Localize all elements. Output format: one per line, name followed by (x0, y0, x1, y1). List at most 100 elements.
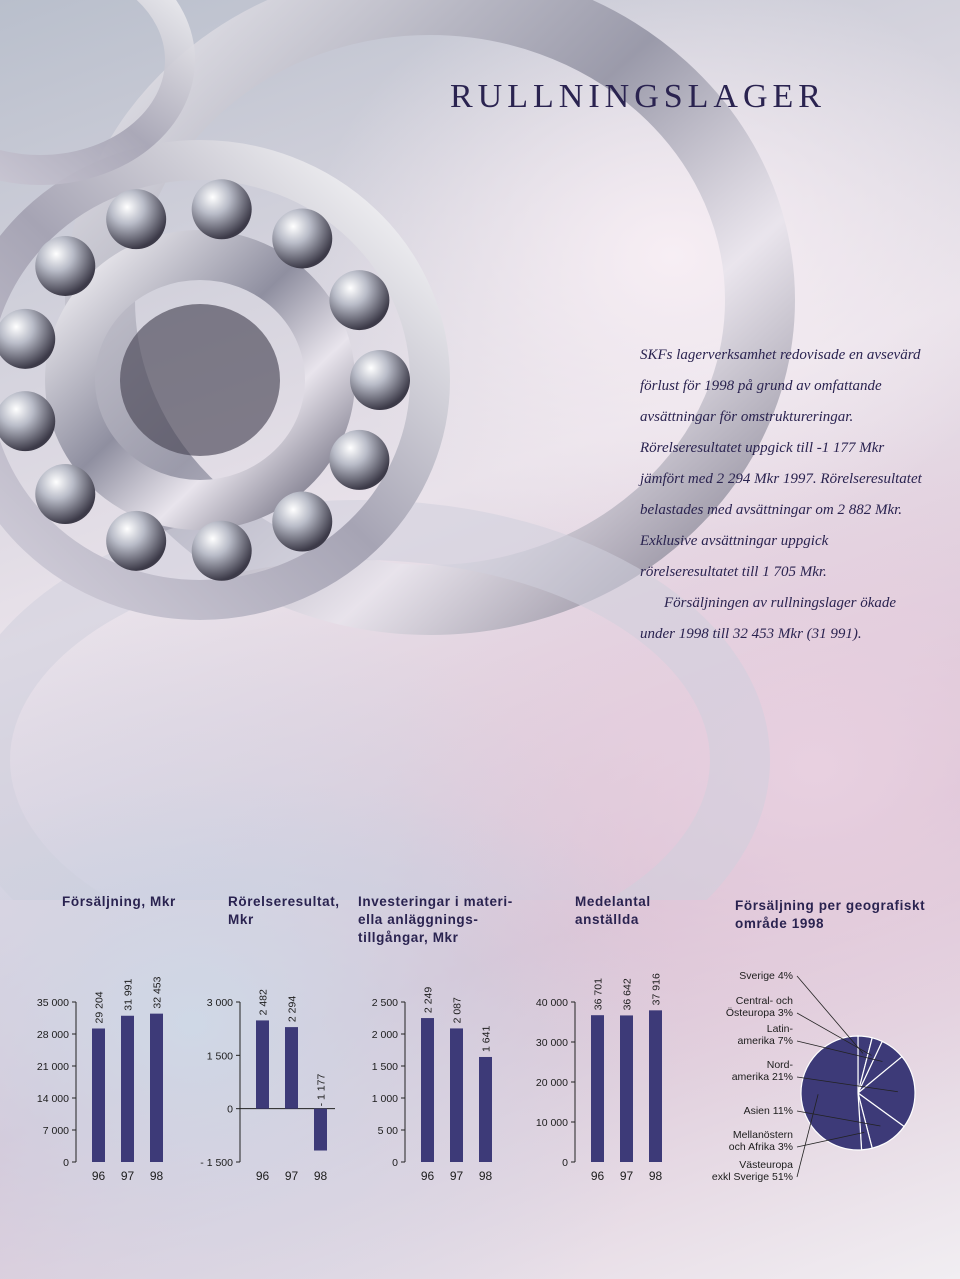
data-label: 2 087 (452, 997, 464, 1023)
y-tick-label: 40 000 (536, 997, 568, 1009)
y-tick-label: 1 500 (207, 1050, 233, 1062)
bearing-ball (272, 208, 333, 269)
y-tick-label: 0 (392, 1157, 398, 1169)
pie-label: Östeuropa 3% (726, 1007, 793, 1019)
x-tick-label: 98 (150, 1169, 164, 1183)
chart-title: Mkr (228, 912, 254, 927)
bar (620, 1015, 633, 1162)
chart-title: tillgångar, Mkr (358, 930, 459, 945)
chart-title: Rörelseresultat, (228, 894, 340, 909)
y-tick-label: 5 00 (378, 1125, 399, 1137)
x-tick-label: 97 (620, 1169, 634, 1183)
chart-title: Försäljning per geografiskt (735, 898, 925, 913)
bearing-ball (329, 270, 390, 331)
x-tick-label: 96 (421, 1169, 435, 1183)
pie-label: Asien 11% (744, 1105, 793, 1117)
pie-leader-line (796, 1076, 898, 1093)
bearing-ball (106, 189, 167, 250)
pie-label: Nord- (767, 1059, 794, 1071)
pie-label: exkl Sverige 51% (712, 1171, 793, 1183)
x-tick-label: 96 (92, 1169, 106, 1183)
bearing-ball (191, 179, 252, 240)
data-label: 2 249 (423, 987, 435, 1013)
bar (150, 1013, 163, 1162)
data-label: 2 482 (258, 989, 270, 1015)
pie-label: Västeuropa (739, 1159, 793, 1171)
pie-leader-line (796, 1040, 883, 1062)
chart-title: Medelantal (575, 894, 651, 909)
pie-leader-line (796, 1132, 865, 1148)
x-tick-label: 97 (450, 1169, 464, 1183)
data-label: 37 916 (651, 973, 663, 1005)
y-tick-label: 20 000 (536, 1077, 568, 1089)
y-tick-label: 1 000 (372, 1093, 398, 1105)
y-tick-label: 14 000 (37, 1093, 69, 1105)
intro-paragraph-1: SKFs lagerverksamhet redovisade en avsev… (640, 347, 922, 580)
bearing-ball (35, 235, 96, 296)
pie-leader-line (796, 1012, 872, 1056)
bar (92, 1028, 105, 1162)
bearing-ball (350, 350, 410, 410)
bar (285, 1027, 298, 1109)
pie-slice (800, 1035, 863, 1151)
bar (479, 1056, 492, 1162)
page-title: RULLNINGSLAGER (450, 78, 826, 115)
pie-label: Mellanöstern (733, 1129, 793, 1141)
y-tick-label: 21 000 (37, 1061, 69, 1073)
pie-label: och Afrika 3% (729, 1141, 793, 1153)
data-label: 31 991 (123, 978, 135, 1010)
data-label: 1 641 (481, 1026, 493, 1052)
chart-title: område 1998 (735, 916, 824, 931)
x-tick-label: 98 (479, 1169, 493, 1183)
pie-leader-line (796, 1094, 819, 1178)
y-tick-label: 10 000 (536, 1117, 568, 1129)
chart-title: Investeringar i materi- (358, 894, 513, 909)
bearing-ball (0, 308, 56, 369)
y-tick-label: 0 (562, 1157, 568, 1169)
bar (256, 1020, 269, 1109)
charts-panel: Försäljning, Mkr 0 7 000 14 000 21 000 28 000… (37, 894, 925, 1183)
data-label: 2 294 (287, 996, 299, 1022)
pie-label: Sverige 4% (739, 970, 793, 982)
data-label: 32 453 (152, 976, 164, 1008)
y-tick-label: 0 (227, 1104, 233, 1116)
intro-text: SKFs lagerverksamhet redovisade en avsev… (640, 340, 930, 650)
bearing-ball (329, 429, 390, 490)
y-tick-label: 2 000 (372, 1029, 398, 1041)
y-tick-label: 3 000 (207, 997, 233, 1009)
chart-title: anställda (575, 912, 639, 927)
bar (121, 1015, 134, 1162)
x-tick-label: 96 (256, 1169, 270, 1183)
intro-paragraph-2: Försäljningen av rullningslager ökade un… (640, 595, 897, 642)
y-tick-label: 28 000 (37, 1029, 69, 1041)
pie-slice (857, 1055, 916, 1128)
y-tick-label: 2 500 (372, 997, 398, 1009)
data-label: 29 204 (94, 991, 106, 1023)
x-tick-label: 96 (591, 1169, 605, 1183)
bearing-ball (106, 510, 167, 571)
y-tick-label: 0 (63, 1157, 69, 1169)
pie-label: Central- och (736, 995, 793, 1007)
y-tick-label: 30 000 (536, 1037, 568, 1049)
bearing-ball (272, 491, 333, 552)
x-tick-label: 97 (121, 1169, 135, 1183)
y-tick-label: 7 000 (43, 1125, 69, 1137)
y-tick-label: 1 500 (372, 1061, 398, 1073)
bar (649, 1010, 662, 1162)
y-tick-label: - 1 500 (200, 1157, 233, 1169)
x-tick-label: 98 (314, 1169, 328, 1183)
x-tick-label: 98 (649, 1169, 663, 1183)
data-label: 36 642 (622, 978, 634, 1010)
pie-label: Latin- (767, 1023, 794, 1035)
data-label: - 1 177 (316, 1074, 328, 1107)
bearing-ball (0, 391, 56, 452)
bar (591, 1015, 604, 1162)
bar (314, 1108, 327, 1151)
pie-leader-line (796, 975, 864, 1054)
bar (450, 1028, 463, 1162)
pie-label: amerika 21% (732, 1071, 793, 1083)
chart-title: Försäljning, Mkr (62, 894, 176, 909)
pie-leader-line (796, 1110, 881, 1127)
pie-label: amerika 7% (738, 1035, 793, 1047)
x-tick-label: 97 (285, 1169, 299, 1183)
